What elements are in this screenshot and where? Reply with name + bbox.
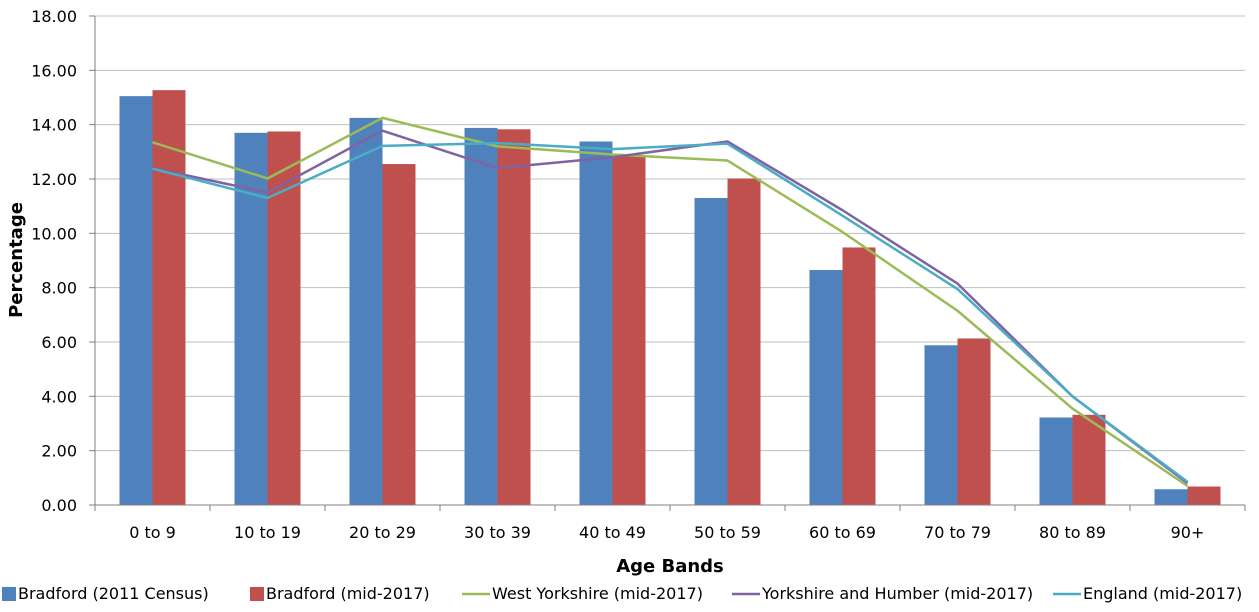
bar-bradford-2017 <box>727 178 761 505</box>
bar-bradford-2017 <box>267 131 301 506</box>
bar-bradford-2011 <box>1039 417 1073 505</box>
legend-label: England (mid-2017) <box>1083 584 1242 603</box>
line-series <box>152 129 1189 485</box>
bar-bradford-2011 <box>579 141 613 505</box>
bar-bradford-2017 <box>1187 486 1221 505</box>
y-tick-label: 12.00 <box>31 170 77 189</box>
series-lines <box>152 116 1189 488</box>
bar-bradford-2011 <box>349 117 383 505</box>
legend-label: Bradford (2011 Census) <box>18 584 209 603</box>
x-tick-label: 70 to 79 <box>924 523 991 542</box>
bar-bradford-2011 <box>464 127 498 505</box>
bar-bradford-2017 <box>842 247 876 505</box>
x-tick-label: 50 to 59 <box>694 523 761 542</box>
bar-bradford-2011 <box>924 345 958 505</box>
y-tick-label: 4.00 <box>41 387 77 406</box>
bar-bradford-2017 <box>612 155 646 506</box>
x-tick-label: 20 to 29 <box>349 523 416 542</box>
bar-bradford-2011 <box>119 96 153 506</box>
x-tick-label: 60 to 69 <box>809 523 876 542</box>
legend-label: Bradford (mid-2017) <box>266 584 430 603</box>
axes <box>89 15 1246 511</box>
legend-swatch <box>250 587 264 601</box>
y-tick-label: 2.00 <box>41 442 77 461</box>
bar-bradford-2011 <box>694 198 728 505</box>
bar-bradford-2017 <box>497 129 531 505</box>
y-tick-labels: 0.00 2.00 4.00 6.00 8.00 10.00 12.00 14.00 16.00… <box>31 7 77 515</box>
x-tick-label: 40 to 49 <box>579 523 646 542</box>
x-tick-label: 10 to 19 <box>234 523 301 542</box>
x-tick-label: 80 to 89 <box>1039 523 1106 542</box>
legend-label: Yorkshire and Humber (mid-2017) <box>761 584 1033 603</box>
y-axis-title: Percentage <box>6 202 27 318</box>
y-tick-label: 0.00 <box>41 496 77 515</box>
legend-label: West Yorkshire (mid-2017) <box>492 584 703 603</box>
x-tick-labels: 0 to 9 10 to 19 20 to 29 30 to 39 40 to 49 50… <box>129 523 1204 542</box>
bar-bradford-2017 <box>1072 414 1106 505</box>
bar-bradford-2017 <box>152 90 186 505</box>
bar-bradford-2011 <box>809 270 843 505</box>
legend: Bradford (2011 Census) Bradford (mid-2017… <box>2 584 1242 603</box>
y-tick-label: 18.00 <box>31 7 77 26</box>
bar-bradford-2011 <box>1154 489 1188 505</box>
x-tick-label: 90+ <box>1171 523 1205 542</box>
x-tick-label: 30 to 39 <box>464 523 531 542</box>
line-series <box>152 141 1189 483</box>
legend-swatch <box>2 587 16 601</box>
line-series <box>152 116 1189 488</box>
x-axis-title: Age Bands <box>616 556 724 577</box>
y-tick-label: 8.00 <box>41 279 77 298</box>
y-tick-label: 6.00 <box>41 333 77 352</box>
y-tick-label: 14.00 <box>31 116 77 135</box>
y-tick-label: 16.00 <box>31 61 77 80</box>
bar-bradford-2017 <box>382 164 416 505</box>
x-tick-label: 0 to 9 <box>129 523 176 542</box>
bar-bradford-2017 <box>957 338 991 505</box>
y-tick-label: 10.00 <box>31 224 77 243</box>
bars <box>119 90 1221 506</box>
